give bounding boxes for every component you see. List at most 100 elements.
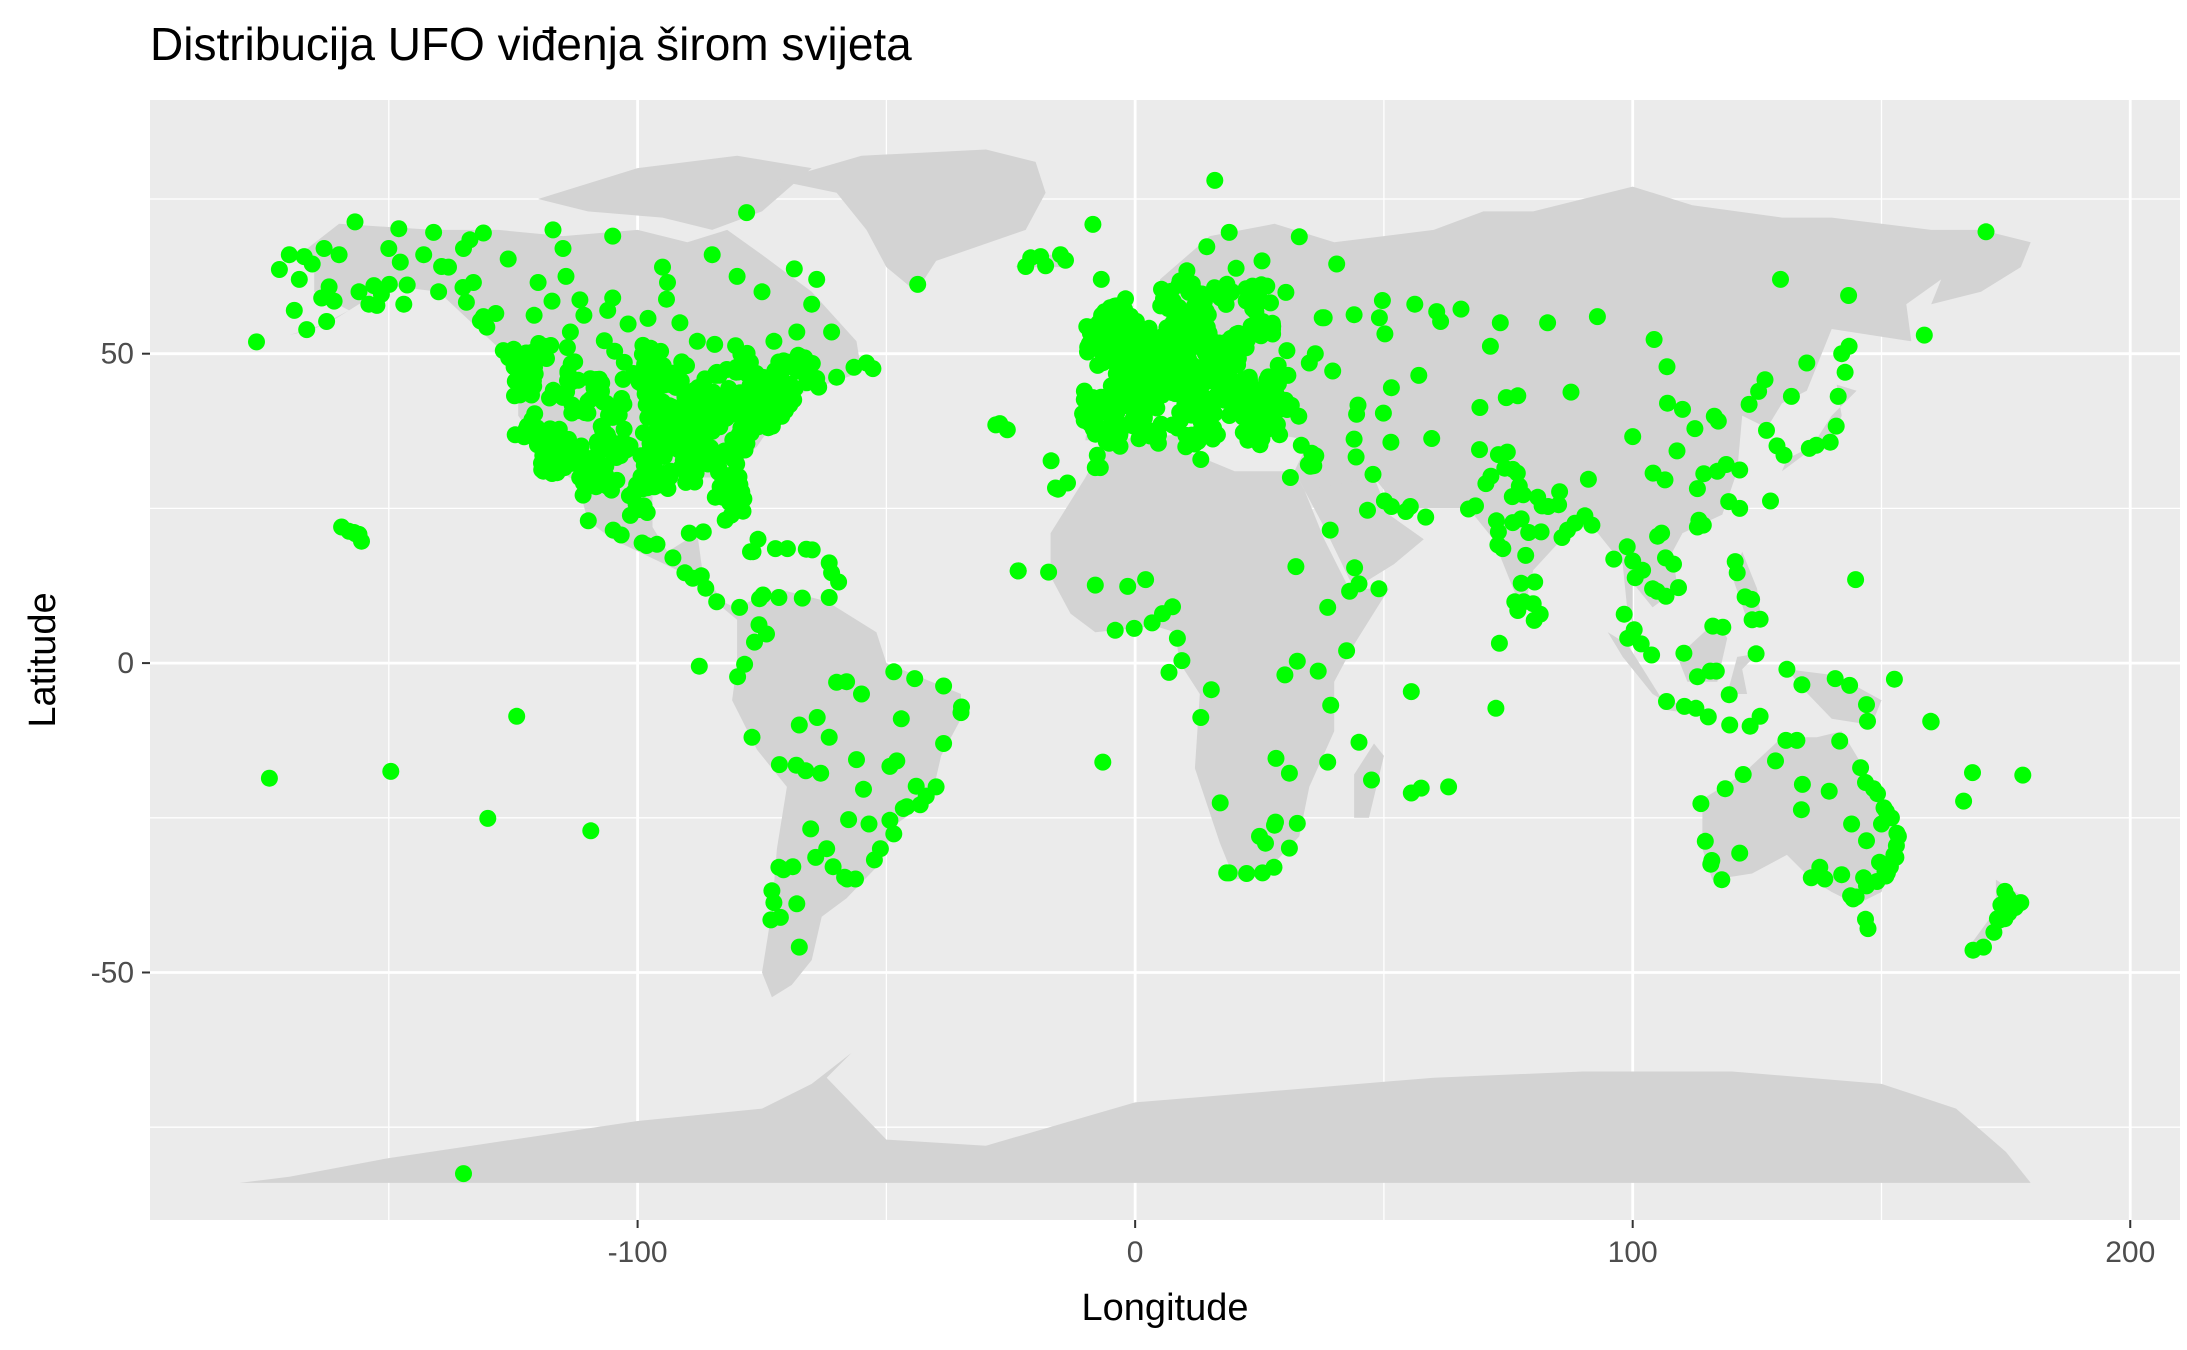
sighting-point [615,420,633,438]
sighting-point [1290,228,1308,246]
sighting-point [1583,516,1601,534]
sighting-point [1471,399,1489,416]
sighting-point [838,673,856,691]
sighting-point [1171,403,1189,421]
sighting-point [1964,764,1981,782]
sighting-point [678,357,695,375]
sighting-point [635,497,653,515]
sighting-point [554,386,572,404]
sighting-point [1704,617,1722,635]
sighting-point [1857,910,1874,928]
sighting-point [763,384,780,402]
sighting-point [1841,676,1859,694]
sighting-point [1376,325,1394,343]
sighting-point [1551,483,1569,501]
sighting-point [1423,430,1441,447]
sighting-point [1649,527,1667,545]
sighting-point [523,386,540,404]
sighting-point [1216,283,1234,301]
sighting-point [1645,331,1663,348]
sighting-point [1253,430,1271,448]
sighting-point [1490,634,1508,652]
sighting-point [1762,492,1779,510]
sighting-point [1887,837,1905,855]
sighting-point [543,292,561,310]
sighting-point [1374,404,1392,422]
sighting-point [1452,300,1470,318]
sighting-point [1133,330,1151,348]
land-japan [1782,384,1857,472]
sighting-point [508,707,526,725]
sighting-point [766,540,784,558]
sighting-point [1227,259,1245,277]
sighting-point [802,820,820,838]
sighting-point [1319,753,1337,771]
sighting-point [457,293,475,311]
sighting-point [1481,337,1499,355]
sighting-point [248,333,265,351]
x-tick-label: 100 [1608,1236,1658,1269]
sighting-point [1736,588,1754,606]
sighting-point [595,332,613,350]
sighting-point [1699,708,1717,726]
sighting-point [1322,696,1340,714]
sighting-point [766,364,784,382]
sighting-point [298,321,316,339]
sighting-point [1674,400,1691,418]
sighting-point [738,204,756,222]
sighting-point [1821,433,1839,451]
sighting-point [1658,693,1675,710]
sighting-point [650,391,668,409]
sighting-point [1695,465,1713,483]
sighting-point [474,308,492,326]
sighting-point [1280,764,1298,782]
sighting-point [1793,775,1811,793]
sighting-point [516,347,534,365]
sighting-point [536,339,554,357]
sighting-point [708,593,726,611]
sighting-point [730,468,748,486]
sighting-point [479,809,497,827]
sighting-point [785,260,803,278]
sighting-point [579,404,597,422]
sighting-point [1688,518,1706,536]
land-sulawesi [1727,653,1758,694]
sighting-point [1802,869,1820,887]
sighting-point [380,240,398,257]
sighting-point [1514,486,1532,504]
sighting-point [1382,433,1400,451]
sighting-point [1288,652,1306,670]
sighting-point [1125,384,1143,402]
sighting-point [751,590,768,608]
sighting-point [1382,379,1400,397]
sighting-point [1692,795,1710,813]
sighting-point [1842,887,1860,905]
sighting-point [1202,681,1220,699]
sighting-point [1696,832,1714,850]
sighting-point [656,376,674,394]
sighting-point [1775,446,1793,464]
sighting-point [1177,438,1195,456]
sighting-point [729,363,747,381]
sighting-point [885,663,903,681]
sighting-point [1772,270,1789,288]
sighting-point [732,345,750,363]
sighting-point [881,757,899,775]
sighting-point [1991,911,2009,929]
sighting-point [1269,356,1287,374]
sighting-point [898,798,916,816]
sighting-point [743,728,761,746]
sighting-point [549,442,567,459]
sighting-point [770,858,788,876]
sighting-point [541,420,559,438]
sighting-point [1782,387,1800,405]
sighting-point [1743,611,1761,629]
sighting-point [474,224,492,242]
sighting-point [1539,314,1557,332]
sighting-point [398,276,416,294]
sighting-point [582,822,600,840]
sighting-point [506,387,523,405]
sighting-point [295,248,313,266]
sighting-point [1238,865,1256,882]
sighting-point [1280,839,1298,857]
